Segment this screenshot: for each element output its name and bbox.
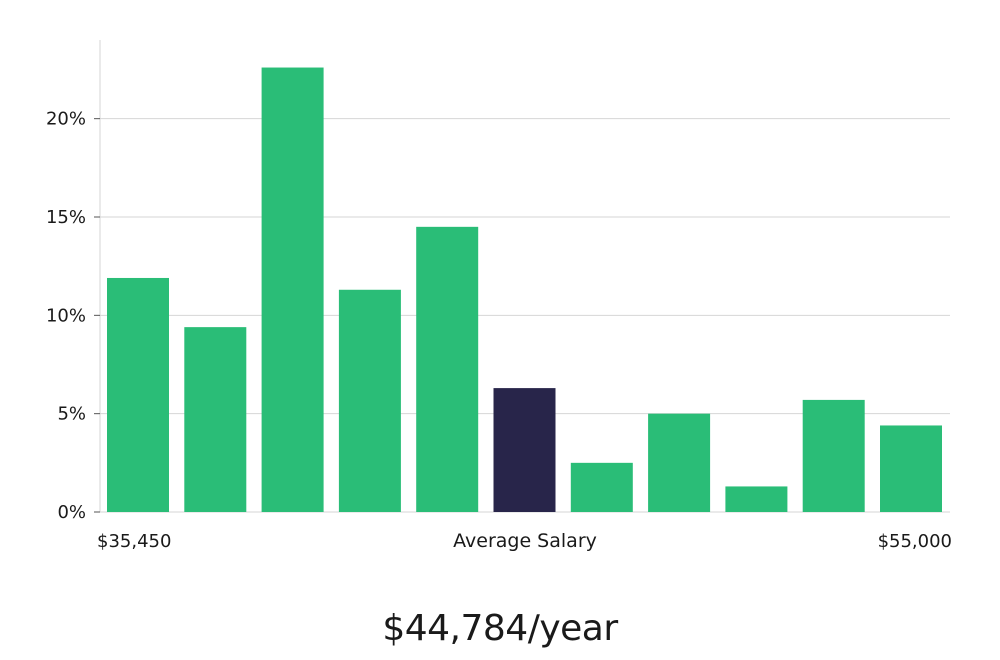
bar — [261, 67, 324, 513]
bars — [107, 67, 942, 513]
average-salary-value: $44,784/year — [382, 608, 618, 649]
y-tick-label: 15% — [46, 207, 86, 228]
bar — [107, 277, 169, 512]
y-tick-label: 10% — [46, 305, 86, 326]
bar — [802, 399, 865, 512]
bar — [570, 462, 633, 512]
salary-distribution-chart: 0% 5% 10% 15% 20% $35,450 Average Salary $55… — [46, 40, 952, 552]
bar-average-salary — [493, 388, 556, 512]
x-range-end-label: $55,000 — [878, 531, 952, 552]
bar — [338, 289, 401, 512]
bar — [880, 425, 942, 512]
bar — [648, 413, 711, 512]
x-axis-label: Average Salary — [453, 530, 597, 552]
bar — [416, 226, 479, 513]
y-axis-ticks: 0% 5% 10% 15% 20% — [46, 109, 100, 523]
bar — [725, 486, 788, 512]
bar — [184, 327, 247, 512]
x-range-start-label: $35,450 — [97, 531, 171, 552]
y-tick-label: 5% — [57, 404, 86, 425]
y-tick-label: 20% — [46, 109, 86, 130]
y-tick-label: 0% — [57, 502, 86, 523]
